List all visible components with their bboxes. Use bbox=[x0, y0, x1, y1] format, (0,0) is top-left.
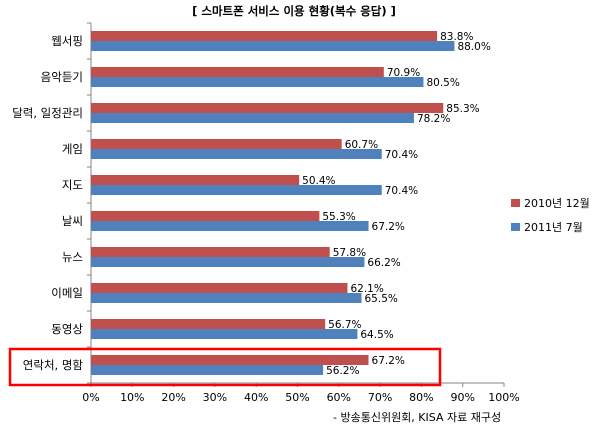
legend-swatch bbox=[511, 199, 520, 207]
category-label: 음악듣기 bbox=[41, 70, 83, 84]
bar bbox=[91, 139, 342, 149]
data-label: 80.5% bbox=[426, 77, 459, 89]
legend-swatch bbox=[511, 223, 520, 231]
x-tick-label: 70% bbox=[368, 391, 392, 404]
source-note: - 방송통신위원회, KISA 자료 재구성 bbox=[333, 411, 501, 424]
data-label: 70.9% bbox=[387, 67, 420, 79]
data-label: 70.4% bbox=[385, 185, 418, 197]
data-label: 56.7% bbox=[328, 319, 361, 331]
data-label: 70.4% bbox=[385, 149, 418, 161]
x-tick-label: 0% bbox=[82, 391, 99, 404]
data-label: 67.2% bbox=[372, 355, 405, 367]
x-tick-label: 30% bbox=[203, 391, 227, 404]
bar bbox=[91, 175, 300, 185]
bar bbox=[91, 257, 365, 267]
chart-title: [ 스마트폰 서비스 이용 현황(복수 응답) ] bbox=[192, 4, 396, 18]
bar bbox=[91, 221, 369, 231]
x-tick-label: 60% bbox=[327, 391, 351, 404]
bar bbox=[91, 31, 438, 41]
x-tick-label: 100% bbox=[488, 391, 519, 404]
data-label: 88.0% bbox=[457, 41, 490, 53]
x-tick-label: 80% bbox=[409, 391, 433, 404]
data-label: 55.3% bbox=[322, 211, 355, 223]
data-label: 62.1% bbox=[350, 283, 383, 295]
category-label: 뉴스 bbox=[62, 250, 83, 264]
x-tick-label: 90% bbox=[450, 391, 474, 404]
category-label: 게임 bbox=[62, 142, 83, 156]
data-label: 83.8% bbox=[440, 31, 473, 43]
bar bbox=[91, 329, 358, 339]
plot-area: 0% 10% 20% 30% 40% 50% 60% 70% 80% 90% 100% 웹서핑 83.8… bbox=[8, 22, 520, 404]
bar bbox=[91, 113, 414, 123]
bar bbox=[91, 103, 444, 113]
legend-label: 2011년 7월 bbox=[524, 221, 583, 234]
data-label: 56.2% bbox=[326, 365, 359, 377]
category-label: 연락처, 명함 bbox=[23, 358, 84, 372]
category-label: 달력, 일정관리 bbox=[12, 106, 83, 120]
data-label: 67.2% bbox=[372, 221, 405, 233]
bar bbox=[91, 247, 330, 257]
bar bbox=[91, 319, 326, 329]
x-tick-label: 50% bbox=[285, 391, 309, 404]
x-tick-label: 40% bbox=[244, 391, 268, 404]
legend: 2010년 12월 2011년 7월 bbox=[511, 197, 590, 234]
x-tick-label: 10% bbox=[120, 391, 144, 404]
data-label: 60.7% bbox=[345, 139, 378, 151]
category-label: 웹서핑 bbox=[51, 34, 83, 48]
data-label: 78.2% bbox=[417, 113, 450, 125]
data-label: 66.2% bbox=[367, 257, 400, 269]
legend-label: 2010년 12월 bbox=[524, 197, 590, 210]
category-label: 동영상 bbox=[51, 322, 83, 336]
data-label: 57.8% bbox=[333, 247, 366, 259]
bar bbox=[91, 211, 320, 221]
bar bbox=[91, 67, 384, 77]
x-tick-label: 20% bbox=[161, 391, 185, 404]
data-label: 65.5% bbox=[365, 293, 398, 305]
bar bbox=[91, 41, 455, 51]
category-label: 날씨 bbox=[62, 214, 83, 228]
data-label: 64.5% bbox=[360, 329, 393, 341]
bar bbox=[91, 355, 369, 365]
bar bbox=[91, 293, 362, 303]
bar bbox=[91, 365, 324, 375]
data-label: 50.4% bbox=[302, 175, 335, 187]
highlight-box bbox=[8, 347, 442, 387]
bar bbox=[91, 283, 348, 293]
category-label: 지도 bbox=[62, 178, 83, 192]
bar bbox=[91, 77, 424, 87]
bar bbox=[91, 149, 382, 159]
bar bbox=[91, 185, 382, 195]
data-label: 85.3% bbox=[446, 103, 479, 115]
category-label: 이메일 bbox=[51, 286, 83, 300]
